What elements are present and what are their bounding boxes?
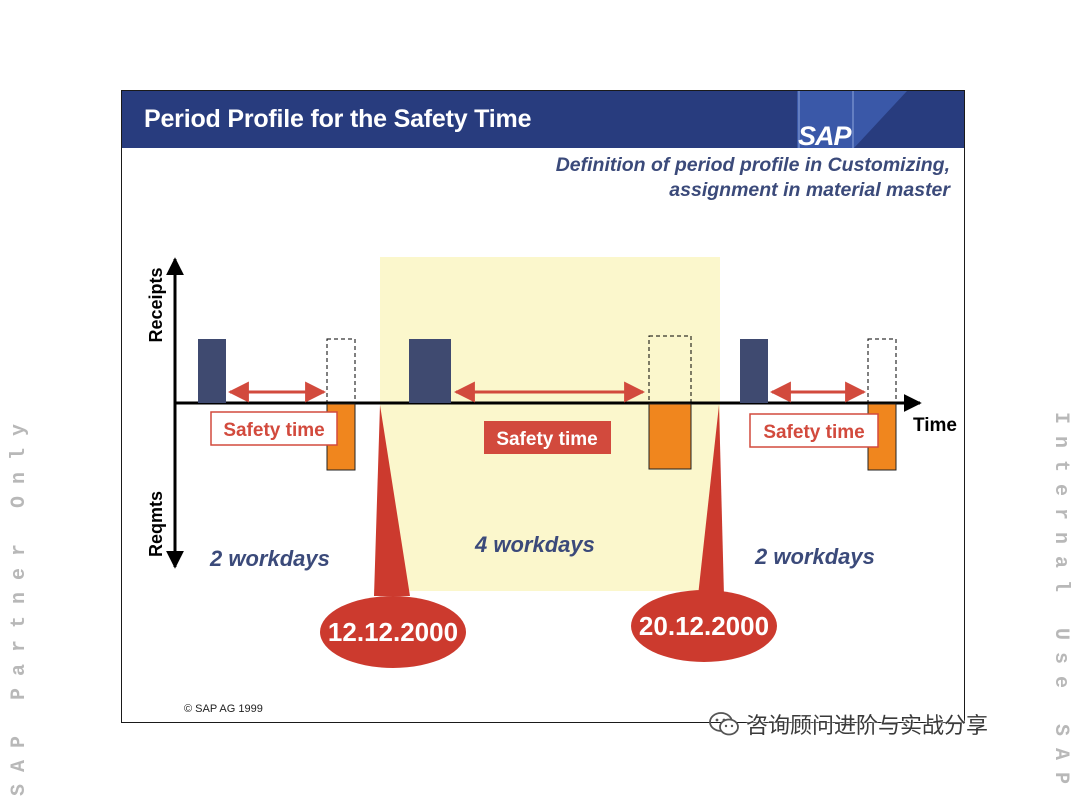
receipt-bar-dashed: [648, 335, 692, 404]
receipt-bar-dashed: [326, 338, 356, 404]
subtitle-line-2: assignment in material master: [669, 179, 950, 201]
slide-title: Period Profile for the Safety Time: [144, 105, 532, 133]
wechat-caption-text: 咨询顾问进阶与实战分享: [746, 714, 989, 739]
date-callout-pointer: [374, 405, 410, 596]
subtitle-line-1: Definition of period profile in Customiz…: [555, 154, 950, 176]
date-start-label: 12.12.2000: [328, 617, 458, 647]
sap-logo-icon: [797, 91, 907, 148]
safety-time-label-box: [749, 413, 879, 448]
date-callout-bubble: [320, 596, 466, 668]
watermark-right: Internal Use SAP: [1049, 412, 1072, 796]
slide: Period Profile for the Safety Time SAP D…: [121, 90, 965, 723]
workdays-label: 2 workdays: [754, 544, 875, 569]
safety-time-label: Safety time: [496, 429, 597, 450]
safety-time-label-box: [484, 421, 611, 454]
title-bar: Period Profile for the Safety Time SAP: [122, 91, 964, 151]
workdays-label: 4 workdays: [474, 532, 595, 557]
safety-time-label: Safety time: [223, 420, 324, 441]
date-callout-bubble: [631, 590, 777, 662]
subtitle: Definition of period profile in Customiz…: [556, 153, 950, 203]
y-axis-reqmts-label: Reqmts: [146, 491, 166, 557]
receipt-bar: [409, 339, 451, 403]
y-axis-receipts-label: Receipts: [146, 267, 166, 342]
safety-time-label-box: [210, 411, 338, 446]
date-end-label: 20.12.2000: [639, 611, 769, 641]
safety-time-diagram: Receipts Reqmts Time Safety time 2 workd…: [146, 257, 957, 668]
wechat-icon: [709, 712, 739, 736]
date-callout-pointer: [698, 405, 724, 596]
receipt-bar: [740, 339, 768, 403]
safety-time-label: Safety time: [763, 422, 864, 443]
copyright-notice: © SAP AG 1999: [184, 703, 263, 715]
workdays-label: 2 workdays: [209, 546, 330, 571]
wechat-caption: 咨询顾问进阶与实战分享: [708, 707, 988, 741]
reqmt-bar: [648, 403, 692, 470]
watermark-left: SAP Partner Only: [8, 412, 31, 796]
sap-logo-text: SAP: [798, 121, 852, 151]
x-axis-time-label: Time: [913, 415, 957, 436]
receipt-bar-dashed: [867, 338, 897, 404]
receipt-bar: [198, 339, 226, 403]
